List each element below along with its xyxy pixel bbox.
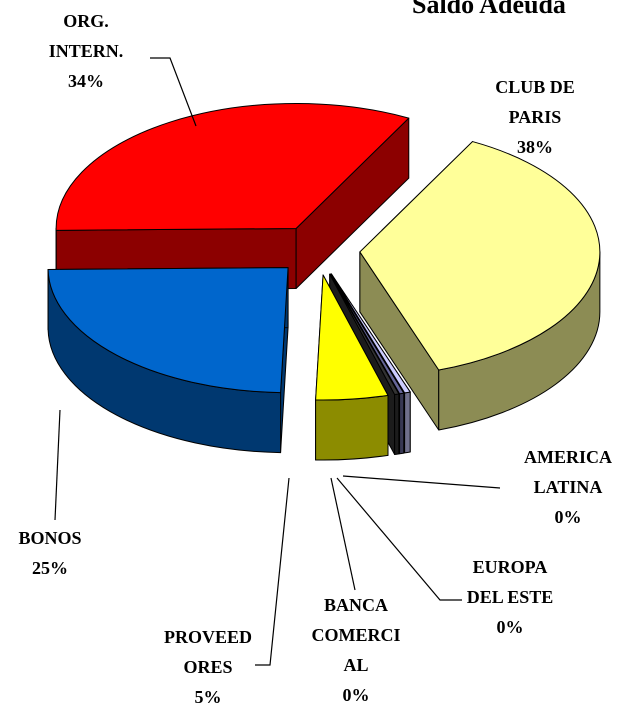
slice-label: EUROPA DEL ESTE <box>467 552 554 612</box>
slice-label: BANCA COMERCI AL <box>312 590 401 680</box>
value-label: 34% <box>68 66 104 96</box>
leader-line <box>150 58 196 126</box>
value-label: 38% <box>517 132 553 162</box>
slice <box>48 268 288 453</box>
leader-line <box>337 478 462 600</box>
slice-label: PROVEED ORES <box>164 622 252 682</box>
slice-label: BONOS <box>18 523 81 553</box>
leader-line <box>255 478 289 665</box>
value-label: 25% <box>32 553 68 583</box>
slice-label: ORG. INTERN. <box>49 6 124 66</box>
value-label: 0% <box>555 502 582 532</box>
leader-line <box>343 476 500 488</box>
slice-label: AMERICA LATINA <box>524 442 612 502</box>
slice-side <box>395 394 399 455</box>
slice-side <box>400 393 404 454</box>
slice-side <box>405 392 411 453</box>
leader-line <box>55 410 60 520</box>
slice <box>56 103 409 290</box>
chart-title: Saldo Adeuda <box>412 0 566 20</box>
slice-label: CLUB DE PARIS <box>495 72 575 132</box>
value-label: 0% <box>497 612 524 642</box>
value-label: 0% <box>343 680 370 710</box>
value-label: 5% <box>195 682 222 712</box>
slice-side <box>316 395 388 460</box>
